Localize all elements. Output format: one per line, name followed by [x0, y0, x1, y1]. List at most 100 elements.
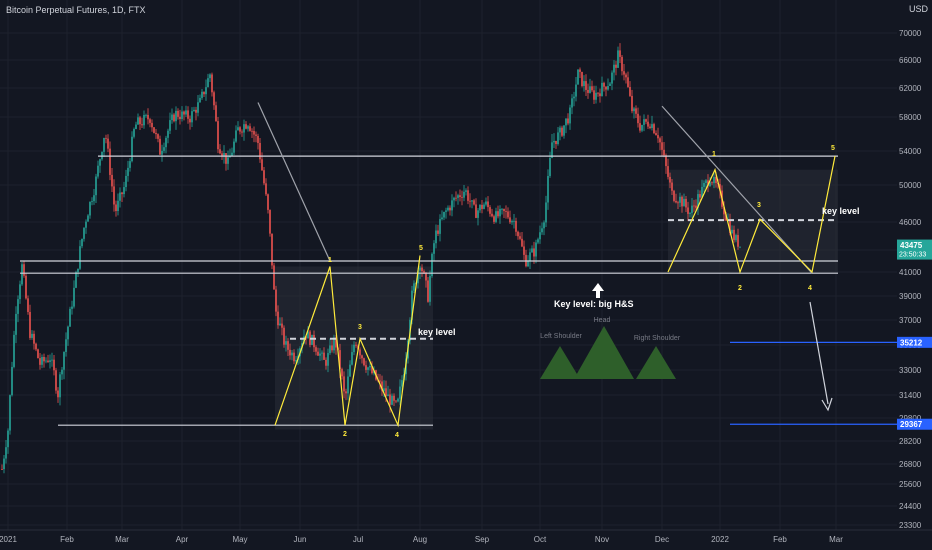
candle [553, 133, 555, 148]
candle-body [23, 264, 25, 276]
candle [701, 179, 703, 199]
candle [427, 276, 429, 303]
candle [279, 317, 281, 326]
candle-body [347, 376, 349, 394]
candle [285, 335, 287, 352]
candle-body [625, 74, 627, 78]
candle-body [1, 469, 3, 470]
candle [219, 144, 221, 155]
candle-body [29, 311, 31, 338]
candle-body [329, 345, 331, 354]
candle [263, 166, 265, 186]
candle-body [499, 208, 501, 217]
candle [631, 89, 633, 114]
candle-body [663, 149, 665, 156]
candle [481, 199, 483, 214]
candle-body [315, 347, 317, 352]
candle [169, 112, 171, 135]
candle-body [67, 326, 69, 340]
candle [563, 125, 565, 139]
candle-body [601, 82, 603, 97]
price-badge-bg [897, 239, 932, 260]
candle-body [729, 220, 731, 234]
candle [471, 200, 473, 209]
candle [59, 371, 61, 406]
candle-body [607, 85, 609, 90]
candle-body [323, 352, 325, 360]
candle-body [277, 311, 279, 326]
candle [625, 72, 627, 84]
candle [575, 77, 577, 102]
x-tick-label: 2022 [711, 535, 729, 544]
candle-body [45, 360, 47, 362]
candle [679, 192, 681, 207]
candle-body [665, 155, 667, 167]
candle [39, 352, 41, 370]
candle-body [393, 395, 395, 401]
candle-body [507, 211, 509, 218]
wave-label: 4 [808, 285, 812, 292]
candle-body [533, 248, 535, 257]
candle-body [725, 214, 727, 221]
candle [15, 306, 17, 344]
candle-body [715, 176, 717, 184]
candle [143, 110, 145, 129]
candle-body [565, 118, 567, 126]
candle-body [213, 92, 215, 106]
candle [621, 54, 623, 76]
candle [3, 454, 5, 474]
candle [525, 249, 527, 268]
candle-body [145, 114, 147, 116]
candle-body [199, 97, 201, 103]
candle [321, 350, 323, 361]
candle-body [659, 138, 661, 143]
candle-body [95, 176, 97, 196]
candle-body [573, 96, 575, 99]
candle-body [475, 204, 477, 218]
candle [135, 121, 137, 130]
candle-body [353, 344, 355, 353]
candle-body [333, 337, 335, 351]
candle [145, 113, 147, 118]
candle-body [371, 365, 373, 374]
candle-body [57, 390, 59, 398]
candle-body [281, 323, 283, 328]
candle [659, 136, 661, 151]
candle-body [555, 140, 557, 145]
candle [273, 262, 275, 290]
currency-label[interactable]: USD [908, 4, 928, 14]
candle [441, 210, 443, 221]
y-tick-label: 37000 [899, 316, 922, 325]
candle-body [547, 175, 549, 203]
candle [497, 205, 499, 219]
candle [533, 241, 535, 264]
projection-arrow-line [809, 301, 829, 405]
candle [581, 71, 583, 88]
candle [215, 101, 217, 122]
candle-body [423, 271, 425, 273]
candle [577, 69, 579, 85]
candle [125, 169, 127, 192]
price-badge-label: 43475 [900, 241, 923, 250]
candle-body [609, 83, 611, 86]
candle [537, 237, 539, 245]
candle [503, 208, 505, 218]
candle [41, 354, 43, 369]
candle [313, 330, 315, 353]
candle-body [179, 116, 181, 120]
candle-body [549, 157, 551, 176]
candle-body [677, 202, 679, 204]
candle [649, 123, 651, 130]
candle-body [509, 217, 511, 223]
candle-body [83, 227, 85, 239]
candle-body [11, 366, 13, 396]
candle [689, 212, 691, 218]
candle [151, 119, 153, 132]
y-tick-label: 58000 [899, 113, 922, 122]
candle-body [53, 359, 55, 371]
candle-body [69, 308, 71, 327]
candle [609, 81, 611, 87]
candle-body [391, 395, 393, 405]
candle-body [653, 124, 655, 134]
